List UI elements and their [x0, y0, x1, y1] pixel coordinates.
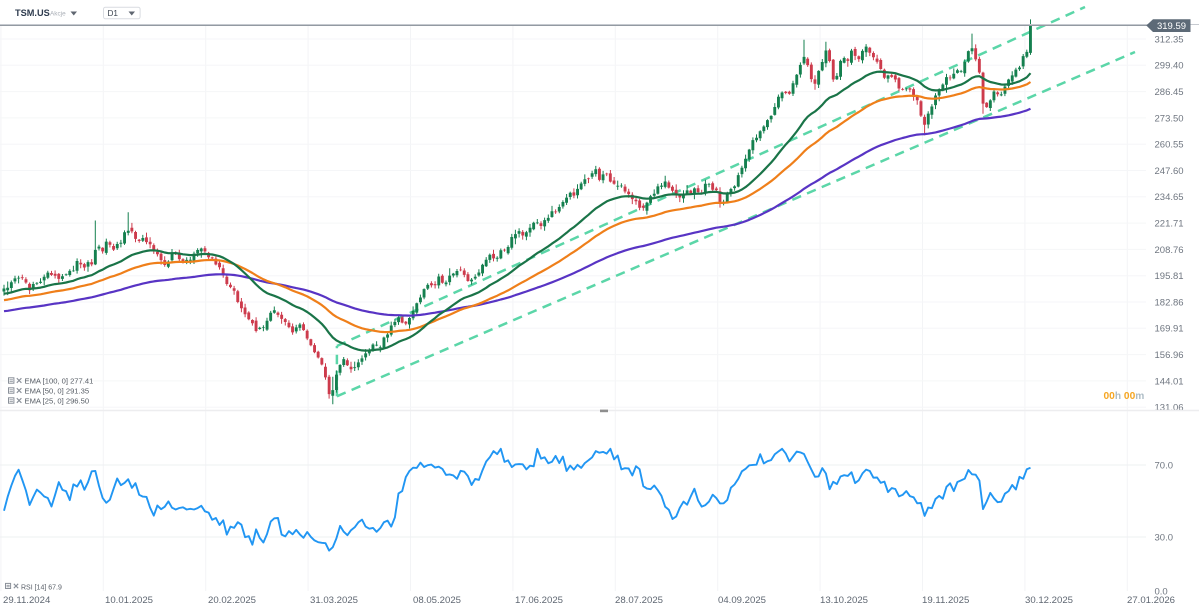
svg-text:RSI [14] 67.9: RSI [14] 67.9 [21, 584, 62, 591]
svg-text:EMA [50, 0] 291.35: EMA [50, 0] 291.35 [25, 387, 90, 396]
svg-text:221.71: 221.71 [1155, 219, 1184, 230]
svg-text:286.45: 286.45 [1155, 87, 1184, 98]
svg-text:13.10.2025: 13.10.2025 [820, 595, 868, 606]
svg-text:10.01.2025: 10.01.2025 [105, 595, 153, 606]
svg-text:30.0: 30.0 [1155, 532, 1174, 543]
svg-text:169.91: 169.91 [1155, 324, 1184, 335]
svg-text:20.02.2025: 20.02.2025 [208, 595, 256, 606]
svg-text:19.11.2025: 19.11.2025 [922, 595, 969, 606]
svg-text:TSM.US: TSM.US [15, 8, 50, 18]
svg-text:156.96: 156.96 [1155, 350, 1184, 361]
svg-text:08.05.2025: 08.05.2025 [413, 595, 461, 606]
svg-text:273.50: 273.50 [1155, 113, 1184, 124]
svg-text:234.65: 234.65 [1155, 192, 1184, 203]
svg-text:EMA [25, 0] 296.50: EMA [25, 0] 296.50 [25, 397, 90, 406]
svg-text:131.06: 131.06 [1155, 403, 1184, 414]
svg-text:EMA [100, 0] 277.41: EMA [100, 0] 277.41 [25, 377, 94, 386]
svg-text:195.81: 195.81 [1155, 271, 1184, 282]
svg-text:312.35: 312.35 [1155, 34, 1184, 45]
svg-text:00h 00m: 00h 00m [1104, 391, 1145, 402]
svg-text:0.0: 0.0 [1155, 586, 1168, 597]
svg-text:70.0: 70.0 [1155, 460, 1174, 471]
svg-text:28.07.2025: 28.07.2025 [615, 595, 663, 606]
svg-text:30.12.2025: 30.12.2025 [1025, 595, 1073, 606]
svg-text:182.86: 182.86 [1155, 297, 1184, 308]
svg-text:247.60: 247.60 [1155, 166, 1184, 177]
svg-text:144.01: 144.01 [1155, 376, 1184, 387]
svg-text:208.76: 208.76 [1155, 245, 1184, 256]
svg-text:299.40: 299.40 [1155, 61, 1184, 72]
svg-text:319.59: 319.59 [1157, 21, 1186, 32]
svg-text:17.06.2025: 17.06.2025 [515, 595, 563, 606]
svg-text:D1: D1 [108, 9, 119, 18]
svg-text:260.55: 260.55 [1155, 140, 1184, 151]
svg-text:31.03.2025: 31.03.2025 [310, 595, 358, 606]
svg-text:29.11.2024: 29.11.2024 [3, 595, 51, 606]
svg-text:Akcje: Akcje [50, 11, 66, 18]
svg-text:27.01.2026: 27.01.2026 [1127, 595, 1175, 606]
svg-text:04.09.2025: 04.09.2025 [718, 595, 766, 606]
